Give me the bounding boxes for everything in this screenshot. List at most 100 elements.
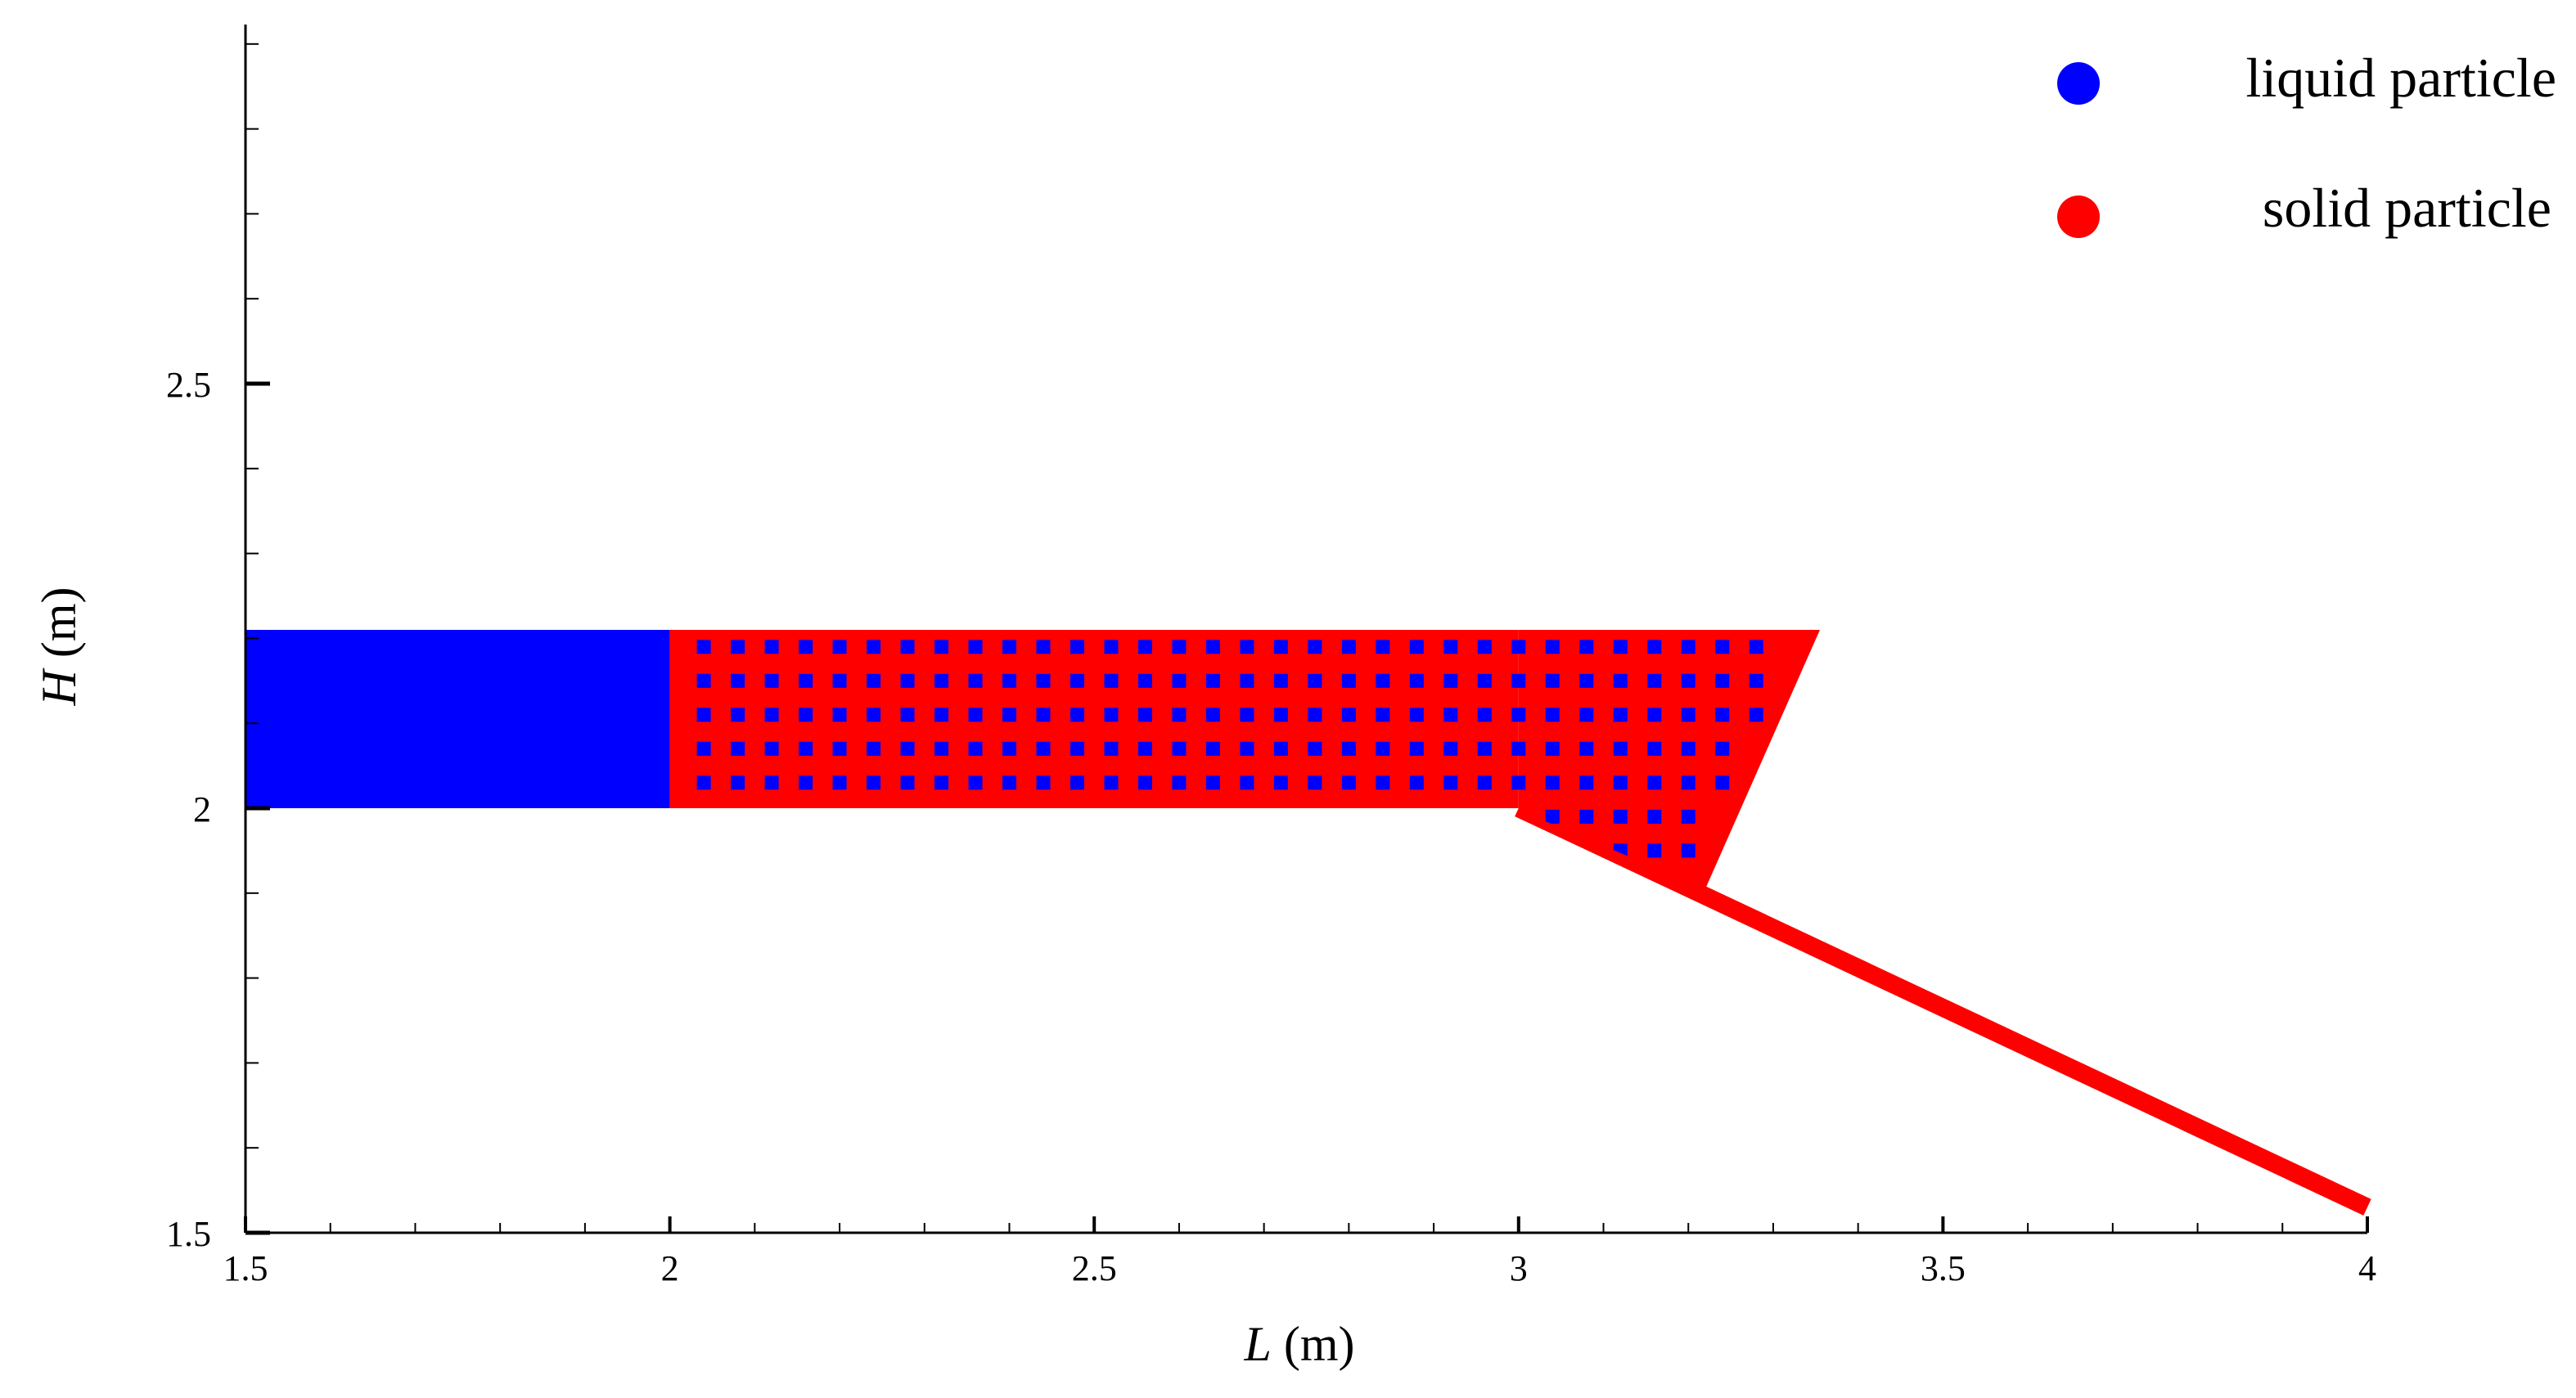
liquid-particle (1341, 673, 1356, 688)
axes: 1.5 2 2.5 3 3.5 4 1.5 2 2.5 (166, 25, 2376, 1288)
x-axis-label: L (m) (1243, 1317, 1354, 1371)
liquid-particle (1443, 673, 1458, 688)
liquid-particle (1172, 708, 1187, 722)
liquid-particle (1308, 673, 1322, 688)
liquid-particle (1443, 708, 1458, 722)
liquid-particle (1511, 708, 1526, 722)
liquid-particle (1443, 640, 1458, 654)
liquid-particle (968, 640, 983, 654)
liquid-particle (1579, 809, 1594, 824)
liquid-particle (1477, 708, 1492, 722)
liquid-particle (799, 775, 813, 790)
x-tick-label: 2 (661, 1248, 679, 1288)
y-axis-label-unit: (m) (32, 587, 86, 671)
liquid-particle (1715, 775, 1730, 790)
liquid-particle (1647, 775, 1662, 790)
liquid-particle (1409, 673, 1424, 688)
liquid-particle (1376, 673, 1390, 688)
plot-area (245, 630, 2371, 1216)
liquid-particle (1172, 673, 1187, 688)
liquid-particle (1477, 673, 1492, 688)
y-axis-label-var: H (32, 667, 86, 706)
legend-label-0: liquid particle (2245, 47, 2556, 109)
liquid-particle (934, 673, 949, 688)
liquid-particle (1545, 809, 1560, 824)
liquid-particle (1511, 640, 1526, 654)
liquid-particle (1341, 640, 1356, 654)
liquid-particle (934, 708, 949, 722)
liquid-particle (696, 775, 711, 790)
liquid-particle (696, 741, 711, 756)
liquid-particle (1137, 741, 1152, 756)
liquid-particle (1104, 775, 1119, 790)
liquid-particle (1137, 708, 1152, 722)
liquid-particle (1036, 640, 1051, 654)
liquid-particle (1376, 640, 1390, 654)
legend: liquid particle solid particle (2057, 47, 2556, 239)
liquid-particle (1240, 673, 1254, 688)
liquid-particle (764, 640, 779, 654)
liquid-particle (1205, 775, 1220, 790)
x-tick-label: 4 (2358, 1248, 2376, 1288)
liquid-particle (1681, 673, 1696, 688)
liquid-particle (696, 673, 711, 688)
liquid-particle (900, 673, 915, 688)
liquid-particle (731, 741, 745, 756)
liquid-particle (1579, 775, 1594, 790)
liquid-particle (1070, 775, 1084, 790)
liquid-particle (1681, 809, 1696, 824)
liquid-particle (1273, 673, 1288, 688)
liquid-particle (1308, 775, 1322, 790)
liquid-particle (1443, 775, 1458, 790)
liquid-particle (867, 775, 881, 790)
liquid-particle (1137, 775, 1152, 790)
liquid-particle (900, 741, 915, 756)
liquid-particle (1545, 708, 1560, 722)
liquid-particle (1341, 741, 1356, 756)
liquid-particle (731, 673, 745, 688)
liquid-particle (1376, 708, 1390, 722)
liquid-particle (1308, 741, 1322, 756)
liquid-particle (1240, 775, 1254, 790)
liquid-particle (1070, 673, 1084, 688)
liquid-particle (1545, 843, 1560, 858)
liquid-particle (1613, 809, 1628, 824)
liquid-particle (1647, 843, 1662, 858)
liquid-particle (1104, 708, 1119, 722)
liquid-particle (1273, 741, 1288, 756)
liquid-particle (1070, 741, 1084, 756)
liquid-particle (731, 775, 745, 790)
x-tick-label: 3 (1510, 1248, 1528, 1288)
liquid-particle (731, 640, 745, 654)
solid-region-0 (669, 630, 1519, 808)
liquid-particle (832, 708, 847, 722)
liquid-particle (1205, 708, 1220, 722)
liquid-particle (1240, 640, 1254, 654)
solid-region-1 (1518, 630, 1821, 889)
liquid-particle (1647, 809, 1662, 824)
liquid-particle (696, 708, 711, 722)
liquid-particle (1613, 708, 1628, 722)
y-tick-label: 1.5 (166, 1214, 211, 1254)
liquid-particle (1681, 843, 1696, 858)
liquid-particle (934, 741, 949, 756)
liquid-particle (1205, 673, 1220, 688)
liquid-particle (832, 673, 847, 688)
liquid-particle (1070, 708, 1084, 722)
liquid-particle (1409, 640, 1424, 654)
liquid-particle (867, 741, 881, 756)
liquid-particle (832, 640, 847, 654)
liquid-particle (1477, 775, 1492, 790)
x-axis-label-unit: (m) (1272, 1317, 1355, 1371)
liquid-particle (1104, 673, 1119, 688)
liquid-particle (1579, 640, 1594, 654)
liquid-particle (1308, 708, 1322, 722)
liquid-particle (1681, 741, 1696, 756)
liquid-particle (1579, 741, 1594, 756)
legend-label-1: solid particle (2263, 177, 2551, 239)
liquid-particle (1104, 640, 1119, 654)
liquid-particle (1647, 708, 1662, 722)
liquid-particle (1172, 741, 1187, 756)
liquid-particle (1137, 640, 1152, 654)
y-axis-label: H (m) (32, 587, 86, 707)
